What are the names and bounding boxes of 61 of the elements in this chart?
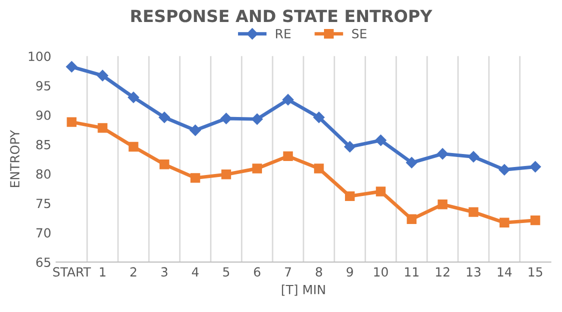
- point: [406, 214, 417, 224]
- point: [190, 173, 200, 183]
- point: [468, 207, 478, 217]
- point: [128, 142, 138, 152]
- point: [344, 191, 355, 202]
- x-tick-label: 4: [192, 267, 199, 276]
- point: [220, 112, 232, 124]
- point: [190, 124, 201, 136]
- point: [128, 92, 140, 103]
- x-tick-label: 10: [374, 267, 388, 277]
- point: [375, 134, 386, 146]
- point: [221, 170, 232, 180]
- x-axis-title: [T] MIN: [282, 284, 325, 296]
- point: [500, 218, 510, 228]
- x-tick-label: 3: [161, 267, 168, 277]
- point: [66, 117, 77, 127]
- point: [376, 186, 386, 196]
- point: [282, 94, 294, 106]
- point: [252, 114, 263, 125]
- point: [530, 215, 540, 226]
- x-tick-label: 14: [498, 267, 512, 276]
- point: [283, 151, 293, 162]
- y-axis-title: ENTROPY: [10, 130, 20, 188]
- x-tick-label: 11: [405, 267, 418, 276]
- point: [66, 61, 78, 72]
- point: [406, 157, 418, 168]
- y-tick-label: 90: [36, 110, 51, 120]
- point: [498, 164, 510, 176]
- y-tick-label: 65: [36, 258, 50, 268]
- point: [438, 200, 448, 210]
- point: [252, 164, 262, 174]
- x-tick-label: 8: [316, 267, 322, 277]
- y-tick-label: 75: [36, 198, 50, 208]
- point: [468, 151, 480, 162]
- x-tick-label: 5: [223, 267, 230, 277]
- point: [158, 112, 170, 123]
- x-tick-label: 2: [130, 267, 136, 276]
- x-tick-label: START: [53, 267, 91, 277]
- y-tick-label: 70: [36, 228, 51, 238]
- x-tick-label: 7: [285, 267, 291, 276]
- x-tick-label: 6: [254, 267, 260, 277]
- point: [98, 123, 108, 133]
- x-tick-label: 9: [346, 267, 353, 277]
- x-tick-label: 15: [528, 267, 542, 277]
- y-tick-label: 85: [36, 140, 50, 150]
- point: [530, 161, 541, 172]
- chart-title: RESPONSE AND STATE ENTROPY: [131, 10, 432, 22]
- y-tick-label: 80: [36, 169, 51, 179]
- x-tick-label: 12: [436, 267, 450, 276]
- y-tick-label: 95: [36, 81, 50, 91]
- x-tick-label: 1: [100, 267, 106, 276]
- point: [314, 164, 324, 174]
- point: [96, 70, 108, 82]
- legend-label: SE: [352, 28, 366, 38]
- point: [160, 160, 170, 170]
- y-tick-label: 100: [28, 52, 51, 62]
- point: [436, 148, 448, 160]
- legend-label: RE: [276, 29, 291, 38]
- point: [313, 112, 325, 123]
- x-tick-label: 13: [466, 267, 480, 277]
- point: [344, 141, 356, 152]
